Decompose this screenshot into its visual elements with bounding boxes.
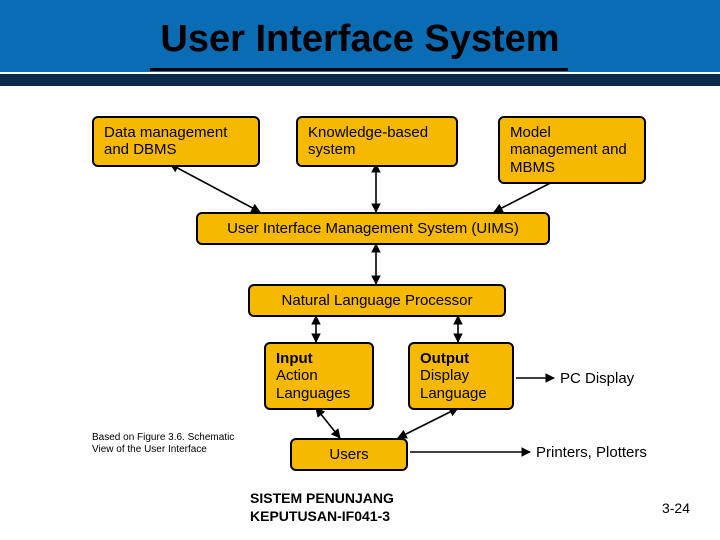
page-title: User Interface System (0, 18, 720, 61)
caption-line: View of the User Interface (92, 444, 234, 456)
caption-line: Based on Figure 3.6. Schematic (92, 432, 234, 444)
label-printers: Printers, Plotters (536, 444, 647, 461)
box-text: Users (329, 446, 368, 463)
box-output: Output Display Language (408, 342, 514, 410)
box-header: Input (276, 350, 362, 367)
box-text: Knowledge-based system (308, 124, 428, 158)
box-users: Users (290, 438, 408, 471)
box-uims: User Interface Management System (UIMS) (196, 212, 550, 245)
figure-caption: Based on Figure 3.6. Schematic View of t… (92, 432, 234, 455)
page-number: 3-24 (662, 500, 690, 516)
box-model-management: Model management and MBMS (498, 116, 646, 184)
label-pc-display: PC Display (560, 370, 634, 387)
box-body: Action Languages (276, 367, 362, 402)
box-header: Output (420, 350, 502, 367)
footer-line2: KEPUTUSAN-IF041-3 (250, 508, 390, 524)
box-nlp: Natural Language Processor (248, 284, 506, 317)
footer-line1: SISTEM PENUNJANG (250, 490, 394, 506)
box-text: Model management and MBMS (510, 124, 627, 176)
title-bar: User Interface System (0, 0, 720, 88)
box-knowledge-system: Knowledge-based system (296, 116, 458, 167)
box-text: User Interface Management System (UIMS) (227, 220, 519, 237)
box-text: Natural Language Processor (282, 292, 473, 309)
title-underline (150, 68, 568, 71)
box-body: Display Language (420, 367, 502, 402)
box-text: Data management and DBMS (104, 124, 227, 158)
box-input: Input Action Languages (264, 342, 374, 410)
navy-strip (0, 74, 720, 86)
box-data-management: Data management and DBMS (92, 116, 260, 167)
